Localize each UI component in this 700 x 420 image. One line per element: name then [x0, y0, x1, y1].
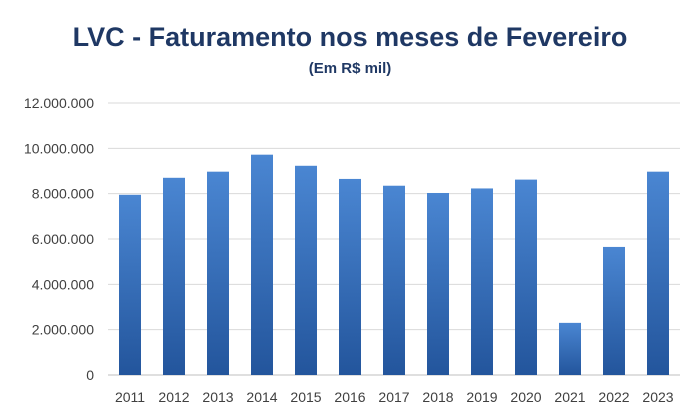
bars — [119, 154, 669, 375]
y-axis-ticks: 0 2.000.000 4.000.000 6.000.000 8.000.000 10.… — [24, 95, 94, 383]
chart-title: LVC - Faturamento nos meses de Fevereiro — [73, 22, 628, 52]
bar-2018 — [427, 192, 449, 375]
bar-2013 — [207, 171, 229, 375]
chart-subtitle: (Em R$ mil) — [309, 60, 392, 77]
x-tick-label-2019: 2019 — [466, 389, 497, 405]
bar-2015 — [295, 165, 317, 375]
bar-2014 — [251, 154, 273, 375]
x-tick-label-2020: 2020 — [510, 389, 541, 405]
x-tick-label-2012: 2012 — [158, 389, 189, 405]
bar-2019 — [471, 188, 493, 375]
y-tick-label: 2.000.000 — [32, 322, 94, 338]
bar-2020 — [515, 179, 537, 375]
y-tick-label: 4.000.000 — [32, 276, 94, 292]
x-tick-label-2017: 2017 — [378, 389, 409, 405]
y-tick-label: 0 — [86, 367, 94, 383]
x-tick-label-2015: 2015 — [290, 389, 321, 405]
x-tick-label-2016: 2016 — [334, 389, 365, 405]
x-tick-label-2011: 2011 — [115, 389, 145, 405]
x-tick-label-2018: 2018 — [422, 389, 453, 405]
y-tick-label: 8.000.000 — [32, 186, 94, 202]
bar-2021 — [559, 322, 581, 375]
x-tick-label-2013: 2013 — [202, 389, 233, 405]
bar-2022 — [603, 246, 625, 375]
bar-2023 — [647, 171, 669, 375]
bar-2017 — [383, 185, 405, 375]
x-tick-label-2022: 2022 — [598, 389, 629, 405]
x-tick-label-2014: 2014 — [246, 389, 277, 405]
x-axis-ticks: 2011 2012 2013 2014 2015 2016 2017 2018 2019 2020… — [115, 389, 674, 405]
y-tick-label: 6.000.000 — [32, 231, 94, 247]
y-tick-label: 10.000.000 — [24, 140, 94, 156]
y-tick-label: 12.000.000 — [24, 95, 94, 111]
bar-2012 — [163, 177, 185, 375]
bar-2011 — [119, 194, 141, 375]
x-tick-label-2021: 2021 — [554, 389, 585, 405]
bar-2016 — [339, 178, 361, 375]
x-tick-label-2023: 2023 — [642, 389, 673, 405]
